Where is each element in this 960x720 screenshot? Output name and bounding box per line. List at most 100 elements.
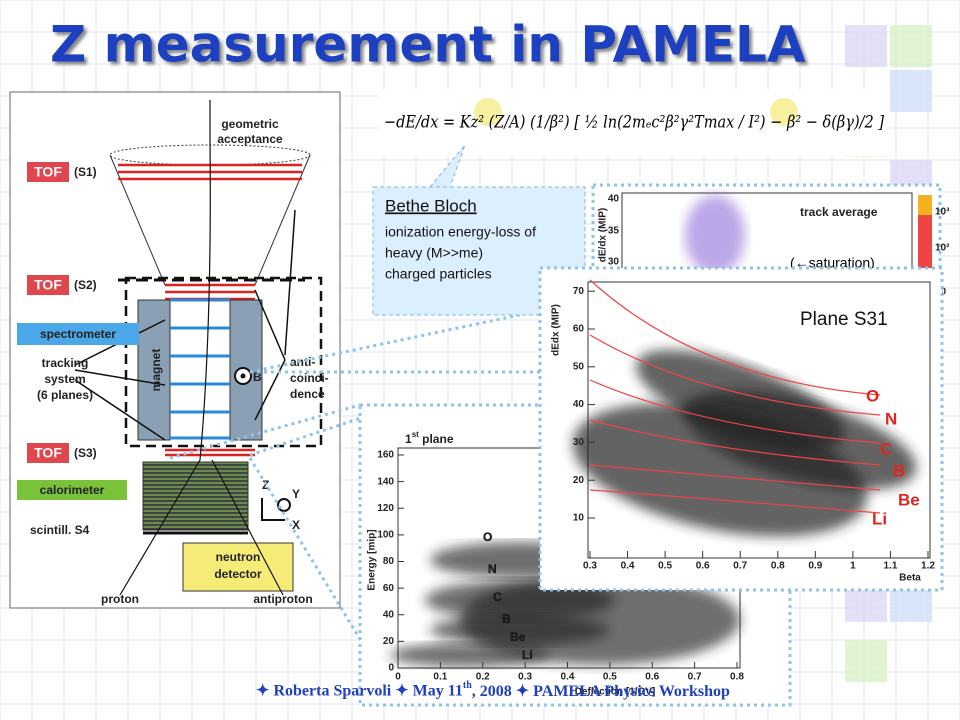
label: 160 [377,450,394,461]
highlight [474,98,502,126]
xyz [261,498,285,521]
density [460,575,740,665]
tof-tag [27,443,69,463]
label: 10² [935,243,950,254]
label: neutron [216,550,261,564]
bethe-curve [589,464,881,491]
label: 0.5 [603,672,617,683]
label: Y [292,487,300,501]
label: 0.1 [433,672,447,683]
label: scintill. S4 [30,523,90,537]
label: 30 [608,257,620,268]
label: 0.3 [583,561,597,572]
label: dence [290,387,325,401]
tof-tag [27,162,69,182]
dashed-box [124,276,323,448]
label: 50 [573,361,585,372]
label: 0.6 [696,561,710,572]
bethe-curve [589,489,881,514]
label: 0.7 [688,672,702,683]
label: (←saturation) [790,255,875,271]
label: 0.7 [733,561,747,572]
label: tracking [42,356,89,370]
cone [109,154,311,286]
label: 0 [395,672,401,683]
label: dEdx (MIP) [551,304,562,356]
label: Bethe Bloch [385,196,477,215]
label: (6 planes) [37,388,93,402]
neutron-box [182,542,294,592]
formula: −dE/dx = Kz² (Z/A) (1/β²) [ ½ ln(2mₑc²β²… [384,113,884,133]
label: Energy [mip] [367,529,378,590]
label: 0.4 [621,561,635,572]
label: 40 [573,399,585,410]
label: magnet [149,349,163,392]
label: 0.5 [658,561,672,572]
label: Li [872,509,887,528]
colorbar [918,195,932,215]
superscript: th [463,680,472,691]
deco-square [845,640,887,682]
label: 0.6 [645,672,659,683]
label: B [502,612,511,626]
label: calorimeter [40,483,105,497]
label: 0.8 [771,561,785,572]
label: X [292,518,300,532]
connectors [169,298,591,706]
label: (S1) [74,165,97,179]
label-rest: plane [419,432,454,446]
label: 40 [608,194,620,205]
label: 1.1 [883,561,897,572]
label: 80 [383,556,395,567]
label: C [493,590,502,604]
label: 0.8 [730,672,744,683]
label: TOF [34,164,62,180]
label: ionization energy-loss of [385,224,536,240]
magnet-block [137,299,171,441]
y-axis [277,498,291,512]
label: 1.2 [921,561,935,572]
calorimeter-tag [17,480,127,500]
label: anti- [290,355,315,369]
label: 10³ [935,207,950,218]
label: (S3) [74,446,97,460]
label: 0 [388,663,394,674]
label: 0.9 [808,561,822,572]
label: heavy (M>>me) [385,245,483,261]
label: spectrometer [40,327,116,341]
label: C [880,439,892,458]
footer: ✦ Roberta Sparvoli ✦ May 11th, 2008 ✦ PA… [256,680,730,699]
label: proton [101,592,139,606]
label: TOF [34,445,62,461]
label: 1 [850,561,856,572]
plot-area [621,192,913,274]
calorimeter-box [142,461,249,531]
label: 20 [573,475,585,486]
label: dE/dx (MIP) [598,208,609,262]
formula-box [378,90,890,156]
bethe-curve [589,334,881,416]
label: detector [214,567,262,581]
label: N [488,562,497,576]
label: Deflection [1/GV] [575,687,656,698]
label: B [893,461,905,480]
label: track average [800,205,878,219]
label: B [253,370,262,384]
label: 10 [573,513,585,524]
label: 20 [383,636,395,647]
label: 60 [573,324,585,335]
label: Li [522,648,533,662]
label: N [885,409,897,428]
density [685,195,745,275]
label: antiproton [253,592,312,606]
label: 70 [573,286,585,297]
label: O [483,530,492,544]
footer-rest: , 2008 ✦ PAMELA Physics Workshop [472,683,730,700]
deco-square [845,25,887,67]
label: (S2) [74,278,97,292]
label: Z [262,478,269,492]
label: 0.2 [476,672,490,683]
label: acceptance [217,132,283,146]
label: 35 [608,226,620,237]
